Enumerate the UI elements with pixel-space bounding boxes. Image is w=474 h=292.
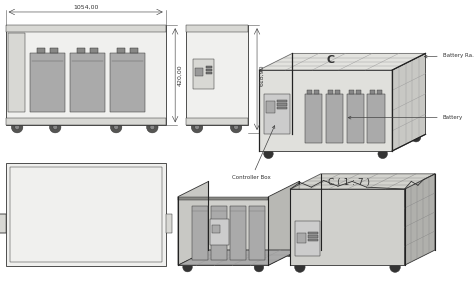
Bar: [309, 232, 318, 234]
Bar: [210, 218, 229, 245]
Bar: [206, 72, 212, 74]
Bar: [186, 118, 247, 125]
Bar: [6, 25, 165, 125]
Bar: [130, 48, 138, 53]
Text: Controller Box: Controller Box: [232, 126, 275, 180]
Polygon shape: [405, 174, 435, 265]
Bar: [110, 53, 145, 112]
Bar: [295, 221, 320, 256]
Bar: [308, 90, 312, 94]
Bar: [277, 107, 288, 109]
Bar: [309, 239, 318, 241]
Circle shape: [11, 121, 23, 133]
Bar: [6, 163, 165, 266]
Polygon shape: [259, 53, 426, 70]
Bar: [309, 235, 318, 238]
Bar: [370, 90, 375, 94]
Polygon shape: [178, 197, 268, 201]
Circle shape: [264, 149, 273, 159]
Polygon shape: [178, 181, 209, 265]
Bar: [30, 53, 65, 112]
Bar: [117, 48, 125, 53]
Bar: [264, 94, 291, 134]
Circle shape: [191, 121, 203, 133]
Polygon shape: [268, 181, 299, 265]
Circle shape: [390, 262, 401, 272]
Polygon shape: [178, 197, 268, 265]
Bar: [6, 25, 165, 32]
Bar: [265, 101, 275, 113]
Bar: [211, 206, 227, 260]
Circle shape: [110, 121, 122, 133]
Text: C ( 1 : 7 ): C ( 1 : 7 ): [328, 178, 370, 187]
Bar: [0, 214, 6, 233]
Bar: [8, 33, 25, 112]
Bar: [314, 90, 319, 94]
Circle shape: [254, 262, 264, 272]
Circle shape: [15, 125, 19, 130]
Circle shape: [384, 229, 391, 235]
Bar: [349, 90, 354, 94]
Polygon shape: [291, 189, 405, 265]
Bar: [9, 167, 162, 262]
Bar: [6, 118, 165, 125]
Text: 420,00: 420,00: [177, 65, 182, 86]
Circle shape: [230, 121, 242, 133]
Bar: [277, 103, 288, 106]
Circle shape: [211, 247, 221, 257]
Text: 1054,00: 1054,00: [73, 5, 99, 10]
Bar: [212, 225, 220, 233]
Circle shape: [378, 149, 387, 159]
Bar: [50, 48, 58, 53]
Text: Battery Ra.: Battery Ra.: [424, 53, 474, 58]
Circle shape: [114, 125, 118, 130]
Circle shape: [146, 121, 158, 133]
Bar: [377, 90, 382, 94]
Bar: [186, 25, 247, 125]
Bar: [206, 66, 212, 68]
Bar: [305, 94, 322, 143]
Circle shape: [295, 262, 305, 272]
Text: Battery: Battery: [348, 115, 463, 120]
Bar: [165, 214, 173, 233]
Bar: [91, 48, 98, 53]
Polygon shape: [291, 174, 435, 189]
Bar: [195, 68, 203, 76]
Text: 618,90: 618,90: [259, 65, 264, 86]
Circle shape: [53, 125, 58, 130]
Bar: [71, 53, 105, 112]
Bar: [335, 90, 340, 94]
Circle shape: [234, 125, 238, 130]
Bar: [328, 90, 333, 94]
Circle shape: [150, 125, 155, 130]
Polygon shape: [259, 70, 392, 151]
Bar: [37, 48, 45, 53]
Bar: [277, 100, 288, 102]
Polygon shape: [392, 53, 426, 151]
Bar: [230, 206, 246, 260]
Circle shape: [183, 262, 192, 272]
Circle shape: [49, 121, 61, 133]
Bar: [249, 206, 264, 260]
Bar: [206, 69, 212, 71]
Circle shape: [411, 132, 421, 142]
Polygon shape: [178, 250, 299, 265]
Bar: [193, 59, 214, 89]
Bar: [186, 25, 247, 32]
Bar: [367, 94, 384, 143]
Bar: [192, 206, 208, 260]
Text: C: C: [326, 55, 334, 65]
Bar: [356, 90, 361, 94]
Bar: [77, 48, 85, 53]
Circle shape: [285, 247, 294, 257]
Bar: [297, 233, 306, 243]
Bar: [346, 94, 364, 143]
Circle shape: [295, 132, 305, 142]
Circle shape: [195, 125, 200, 130]
Bar: [326, 94, 343, 143]
